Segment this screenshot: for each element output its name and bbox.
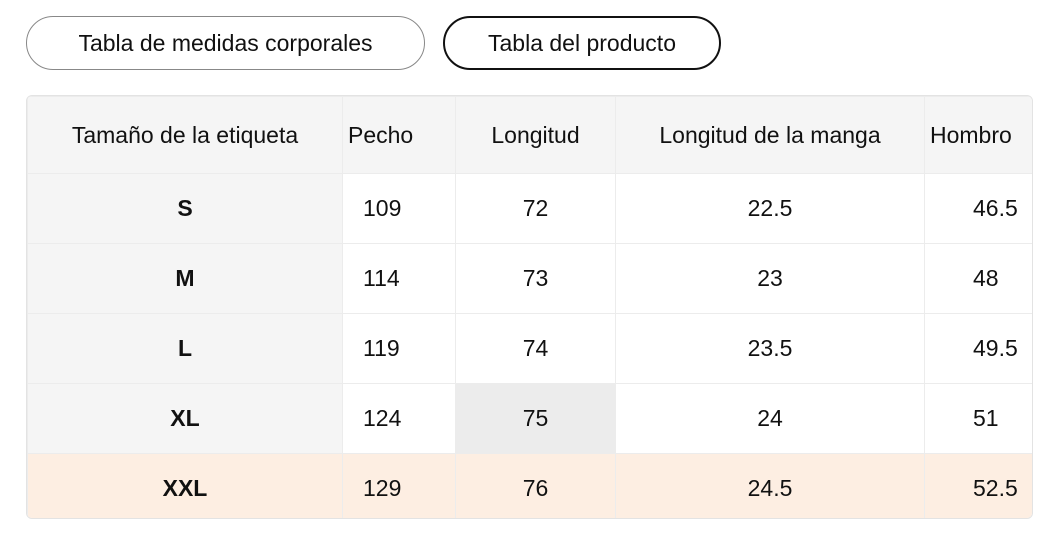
- table-row: XL 124 75 24 51: [27, 383, 1032, 454]
- table-cell: 129: [342, 453, 456, 518]
- table-cell: 73: [455, 243, 616, 314]
- table-cell: 75: [455, 383, 616, 454]
- size-label-cell: L: [27, 313, 343, 384]
- table-cell: 74: [455, 313, 616, 384]
- table-cell: 24: [615, 383, 925, 454]
- size-table: Tamaño de la etiqueta Pecho Longitud Longit…: [27, 96, 1032, 518]
- table-cell: 109: [342, 173, 456, 244]
- header-cell: Hombro: [924, 96, 1032, 174]
- tab-button[interactable]: Tabla de medidas corporales: [26, 16, 425, 70]
- table-cell: 48: [924, 243, 1032, 314]
- header-cell: Longitud: [455, 96, 616, 174]
- size-label-cell: M: [27, 243, 343, 314]
- tab-button-active[interactable]: Tabla del producto: [443, 16, 721, 70]
- size-label-cell: S: [27, 173, 343, 244]
- table-cell: 124: [342, 383, 456, 454]
- table-row: L 119 74 23.5 49.5: [27, 313, 1032, 384]
- size-label-cell: XXL: [27, 453, 343, 518]
- table-cell: 49.5: [924, 313, 1032, 384]
- table-cell: 23: [615, 243, 925, 314]
- table-row: XXL 129 76 24.5 52.5: [27, 453, 1032, 518]
- table-cell: 22.5: [615, 173, 925, 244]
- size-label-cell: XL: [27, 383, 343, 454]
- table-cell: 23.5: [615, 313, 925, 384]
- table-cell: 52.5: [924, 453, 1032, 518]
- table-cell: 114: [342, 243, 456, 314]
- table-cell: 72: [455, 173, 616, 244]
- header-cell: Longitud de la manga: [615, 96, 925, 174]
- table-cell: 51: [924, 383, 1032, 454]
- header-row: Tamaño de la etiqueta Pecho Longitud Longit…: [27, 96, 1032, 174]
- table-cell: 46.5: [924, 173, 1032, 244]
- table-row: M 114 73 23 48: [27, 243, 1032, 314]
- size-table-container: Tamaño de la etiqueta Pecho Longitud Longit…: [26, 95, 1033, 519]
- table-row: S 109 72 22.5 46.5: [27, 173, 1032, 244]
- table-cell: 119: [342, 313, 456, 384]
- table-cell: 76: [455, 453, 616, 518]
- header-cell: Tamaño de la etiqueta: [27, 96, 343, 174]
- table-cell: 24.5: [615, 453, 925, 518]
- header-cell: Pecho: [342, 96, 456, 174]
